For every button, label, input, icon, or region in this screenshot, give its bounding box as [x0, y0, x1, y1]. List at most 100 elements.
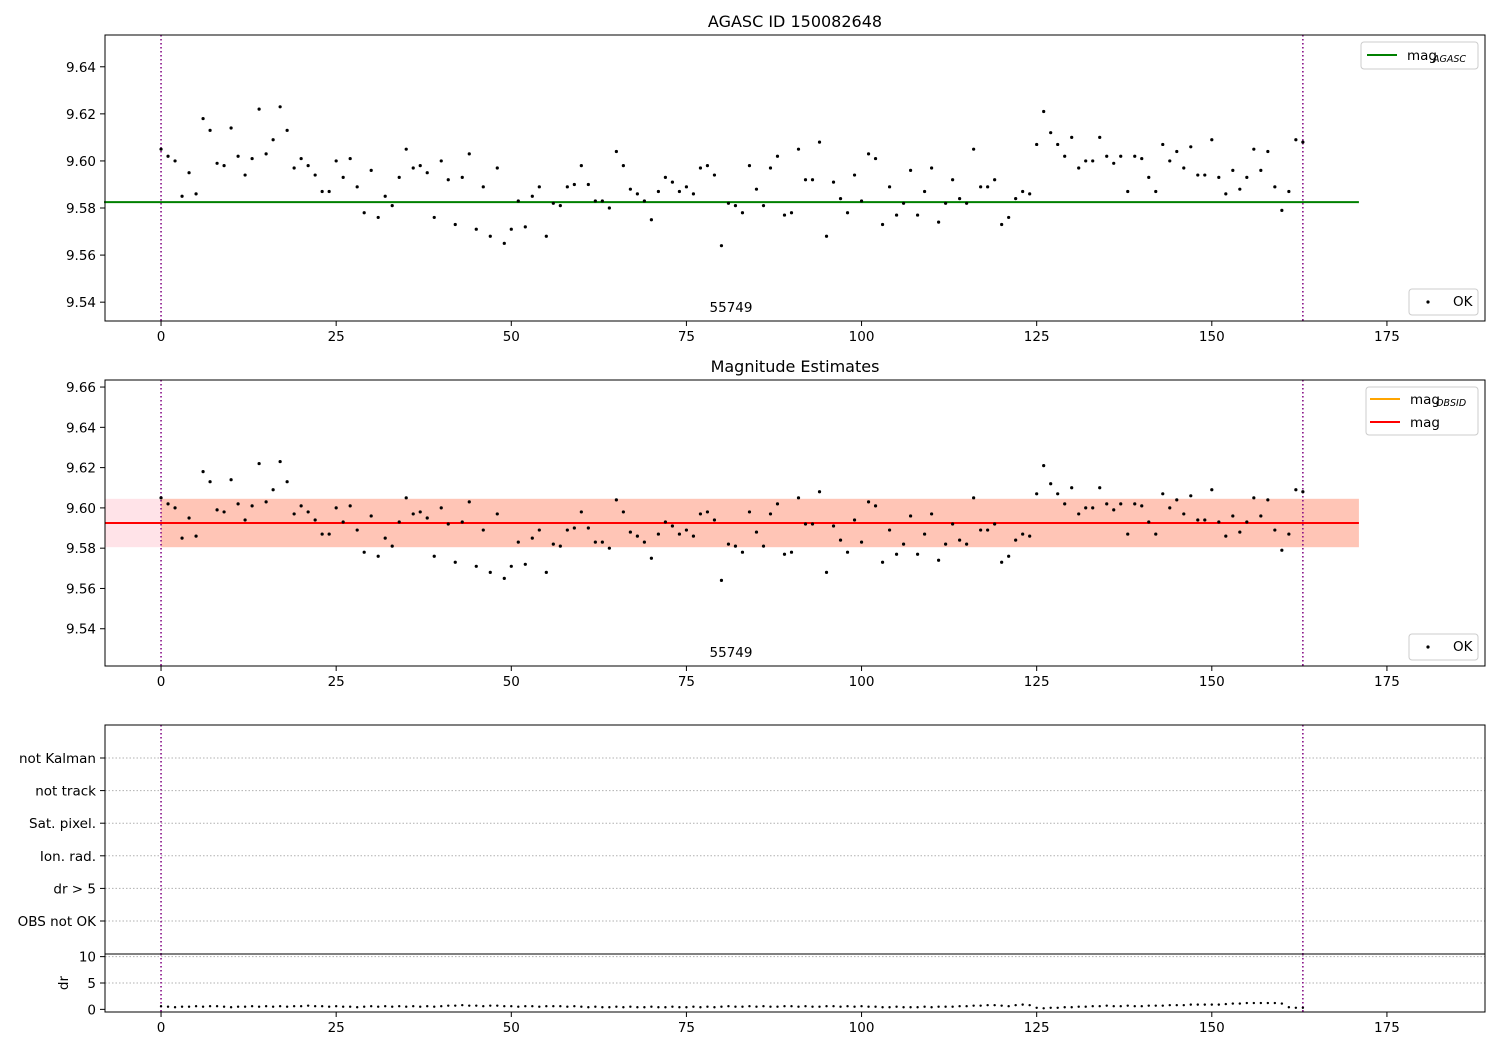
dr-point: [636, 1006, 639, 1009]
data-point: [488, 234, 492, 238]
data-point: [341, 520, 345, 524]
data-point: [719, 578, 724, 583]
data-point: [944, 542, 948, 546]
data-point: [915, 552, 920, 556]
panel-3-plot-area: not Kalman not track Sat. pixel. Ion. rad. d…: [18, 725, 1485, 954]
x-tick-label: 150: [1199, 1020, 1225, 1036]
y-tick-label: 9.60: [66, 154, 96, 170]
x-tick-label: 175: [1374, 329, 1400, 345]
data-point: [929, 166, 934, 170]
dr-point: [222, 1005, 226, 1008]
data-point: [1119, 502, 1123, 506]
x-tick-label: 150: [1199, 329, 1225, 345]
data-point: [1168, 159, 1172, 163]
data-point: [572, 526, 576, 530]
dr-point: [334, 1005, 338, 1008]
data-point: [222, 164, 226, 168]
data-point: [754, 530, 759, 534]
data-point: [1301, 490, 1305, 494]
y-tick-label: 9.54: [66, 295, 96, 311]
dr-point: [440, 1005, 443, 1008]
dr-point: [587, 1006, 590, 1009]
dr-point: [860, 1005, 863, 1008]
dr-point: [1259, 1001, 1263, 1005]
legend-label-mag: mag: [1410, 415, 1440, 431]
data-point: [859, 540, 864, 544]
data-point: [810, 178, 815, 182]
dr-point: [1189, 1003, 1192, 1006]
dr-point: [608, 1006, 611, 1009]
data-point: [908, 514, 913, 518]
data-point: [852, 173, 857, 177]
legend-label-mag: mag: [1407, 48, 1437, 64]
data-point: [1063, 154, 1067, 158]
dr-point: [1091, 1005, 1094, 1008]
data-point: [1014, 196, 1018, 201]
data-point: [768, 166, 773, 170]
data-point: [1224, 534, 1228, 538]
data-point: [621, 510, 625, 514]
data-point: [1063, 502, 1067, 506]
x-tick-label: 25: [328, 1020, 345, 1036]
data-point: [467, 500, 471, 504]
dr-point: [1175, 1003, 1178, 1007]
dr-point: [1126, 1004, 1129, 1007]
data-point: [859, 199, 864, 203]
data-point: [887, 528, 892, 532]
data-point: [187, 516, 191, 520]
dr-point: [1098, 1005, 1101, 1008]
x-tick-label: 50: [503, 329, 520, 345]
dr-point: [194, 1005, 198, 1008]
x-tick-label: 100: [849, 674, 875, 690]
dr-point: [173, 1006, 177, 1009]
dr-point: [391, 1005, 394, 1008]
dr-point: [278, 1005, 282, 1008]
dr-point: [257, 1005, 261, 1008]
data-point: [775, 502, 780, 506]
data-point: [1168, 506, 1172, 510]
data-point: [1098, 135, 1102, 139]
dr-point: [376, 1005, 380, 1008]
data-point: [446, 178, 450, 182]
dr-point: [482, 1005, 485, 1008]
data-point: [1028, 192, 1032, 196]
data-point: [670, 180, 675, 184]
dr-point: [951, 1005, 954, 1008]
data-point: [439, 506, 443, 510]
data-point: [1266, 149, 1270, 154]
data-point: [1035, 492, 1039, 496]
dr-point: [1273, 1001, 1277, 1005]
x-tick-label: 125: [1024, 1020, 1050, 1036]
legend-label-ok: OK: [1453, 294, 1474, 310]
data-point: [838, 196, 843, 201]
dr-point: [201, 1005, 205, 1008]
data-point: [986, 185, 990, 189]
data-point: [572, 182, 576, 187]
dr-point: [622, 1006, 625, 1009]
data-point: [614, 498, 618, 502]
data-point: [530, 536, 534, 540]
dr-point: [874, 1005, 877, 1008]
dr-point: [1224, 1002, 1228, 1006]
data-point: [866, 152, 871, 156]
data-point: [824, 234, 829, 238]
panel-1-title: AGASC ID 150082648: [708, 12, 882, 31]
data-point: [1007, 215, 1011, 220]
y-tick-label: 9.66: [66, 380, 96, 396]
data-point: [460, 175, 464, 180]
data-point: [1028, 534, 1032, 538]
data-point: [180, 536, 184, 540]
data-point: [551, 542, 555, 546]
data-point: [1049, 482, 1053, 486]
data-point: [453, 560, 457, 564]
dr-point: [769, 1005, 772, 1008]
data-point: [425, 171, 429, 175]
data-point: [1126, 532, 1130, 536]
data-point: [852, 518, 857, 522]
dr-point: [208, 1005, 212, 1008]
data-point: [958, 196, 962, 201]
dr-point: [1112, 1005, 1115, 1008]
data-point: [271, 488, 275, 492]
data-point: [565, 185, 569, 189]
data-point: [404, 496, 408, 500]
